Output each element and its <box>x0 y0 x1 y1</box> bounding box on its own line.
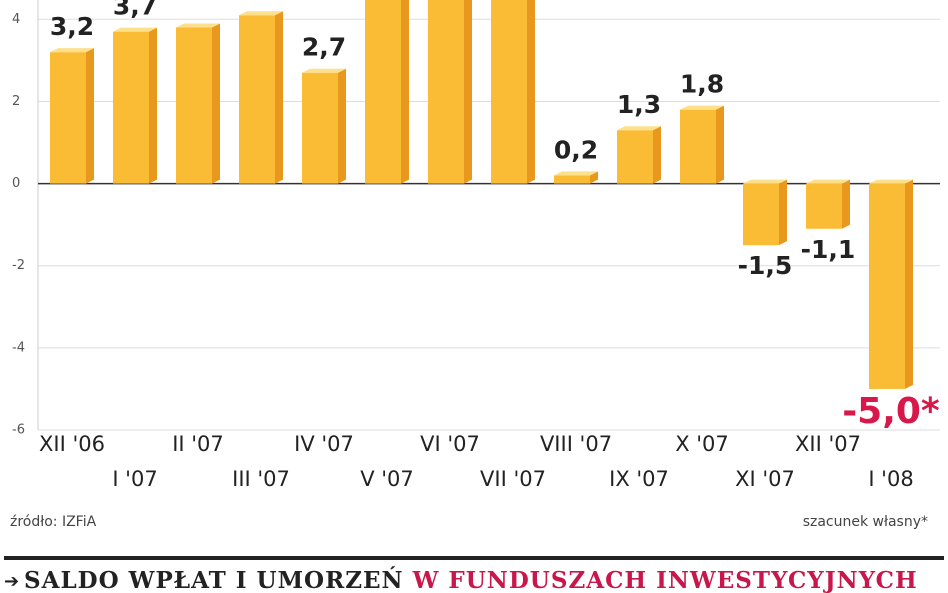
bar-top <box>554 171 598 176</box>
bar <box>239 15 275 184</box>
bar-side <box>464 0 472 184</box>
x-tick-label: V '07 <box>360 467 414 491</box>
source: źródło: IZFiA <box>10 514 97 530</box>
x-tick-label: VII '07 <box>480 467 546 491</box>
bar-side <box>527 0 535 184</box>
bar-side <box>779 179 787 246</box>
bar-top <box>680 105 724 110</box>
bar-side <box>716 105 724 184</box>
x-tick-label: XII '07 <box>795 432 861 456</box>
x-tick-label: I '08 <box>868 467 913 491</box>
x-tick-label: IV '07 <box>294 432 354 456</box>
bar-side <box>338 68 346 184</box>
bar-top <box>869 179 913 184</box>
value-label: 2,7 <box>302 33 346 62</box>
bar-side <box>86 48 94 184</box>
x-tick-label: VI '07 <box>420 432 480 456</box>
x-tick-label: I '07 <box>112 467 157 491</box>
bar-side <box>275 11 283 184</box>
bar <box>554 175 590 184</box>
y-tick-label: 2 <box>12 94 20 109</box>
bar-top <box>617 126 661 131</box>
bar-top <box>239 11 283 16</box>
bar <box>491 0 527 184</box>
value-label: 1,3 <box>617 90 661 119</box>
rule <box>4 556 944 560</box>
value-label: 3,2 <box>50 12 94 41</box>
chart-title: SALDO WPŁAT I UMORZEŃ W FUNDUSZACH INWES… <box>24 567 918 593</box>
bar-top <box>806 179 850 184</box>
x-tick-label: VIII '07 <box>540 432 612 456</box>
bar-side <box>905 179 913 389</box>
bar-top <box>176 23 220 28</box>
value-label: -1,1 <box>801 235 856 264</box>
title: SALDO WPŁAT I UMORZEŃ <box>24 567 404 593</box>
bar <box>743 183 779 246</box>
bar-side <box>212 23 220 184</box>
bar <box>806 183 842 229</box>
bar <box>680 109 716 184</box>
note: szacunek własny* <box>803 514 928 530</box>
bar <box>365 0 401 184</box>
value-label: -5,0* <box>842 391 940 432</box>
bar <box>617 130 653 184</box>
bar <box>50 52 86 184</box>
bar <box>113 31 149 184</box>
bar <box>176 27 212 184</box>
y-tick-label: 4 <box>12 12 20 27</box>
value-label: -1,5 <box>738 251 793 280</box>
bar <box>302 72 338 184</box>
bar <box>869 183 905 389</box>
bar-top <box>302 68 346 73</box>
bar-top <box>50 48 94 53</box>
title-highlight: W FUNDUSZACH INWESTYCYJNYCH <box>412 567 918 593</box>
bar-side <box>842 179 850 229</box>
bar-side <box>590 171 598 184</box>
value-label: 1,8 <box>680 70 724 99</box>
bar-side <box>401 0 409 184</box>
y-tick-label: -6 <box>12 423 25 438</box>
x-tick-label: XII '06 <box>39 432 105 456</box>
y-tick-label: 0 <box>12 176 20 191</box>
x-tick-label: XI '07 <box>735 467 795 491</box>
x-tick-label: X '07 <box>675 432 729 456</box>
arrow: ➔ <box>4 571 19 592</box>
x-tick-label: IX '07 <box>609 467 669 491</box>
y-tick-label: -4 <box>12 340 25 355</box>
y-tick-label: -2 <box>12 258 25 273</box>
bar <box>428 0 464 184</box>
bar-side <box>149 27 157 184</box>
x-tick-label: II '07 <box>172 432 224 456</box>
value-label: 0,2 <box>554 135 598 164</box>
value-label: 3,7 <box>113 0 157 21</box>
bar-side <box>653 126 661 184</box>
x-tick-label: III '07 <box>232 467 290 491</box>
bar-top <box>113 27 157 32</box>
bar-top <box>743 179 787 184</box>
